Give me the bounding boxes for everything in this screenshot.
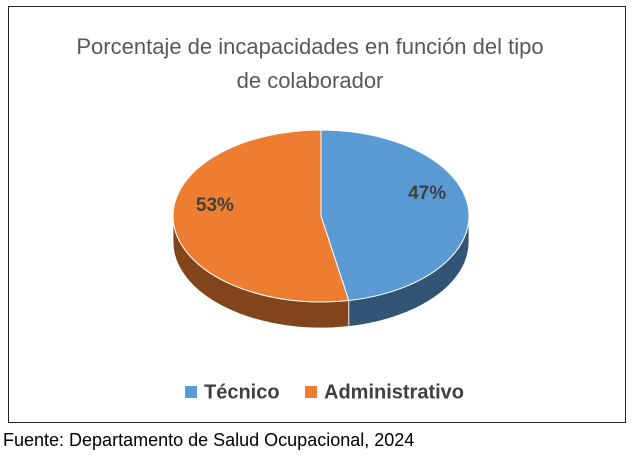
pie-slice: [320, 129, 470, 302]
legend-swatch: [305, 386, 317, 398]
chart-title: Porcentaje de incapacidades en función d…: [76, 34, 544, 93]
legend-swatch: [185, 386, 197, 398]
legend-label: Técnico: [204, 381, 280, 403]
pie-slice: [172, 129, 350, 303]
data-label: 47%: [408, 183, 446, 204]
chart-frame: [8, 6, 626, 423]
data-label: 53%: [196, 195, 234, 216]
chart: 47% 53% Técnico Administrativo: [172, 129, 470, 403]
source-note: Fuente: Departamento de Salud Ocupaciona…: [3, 430, 415, 450]
legend-label: Administrativo: [324, 381, 464, 403]
